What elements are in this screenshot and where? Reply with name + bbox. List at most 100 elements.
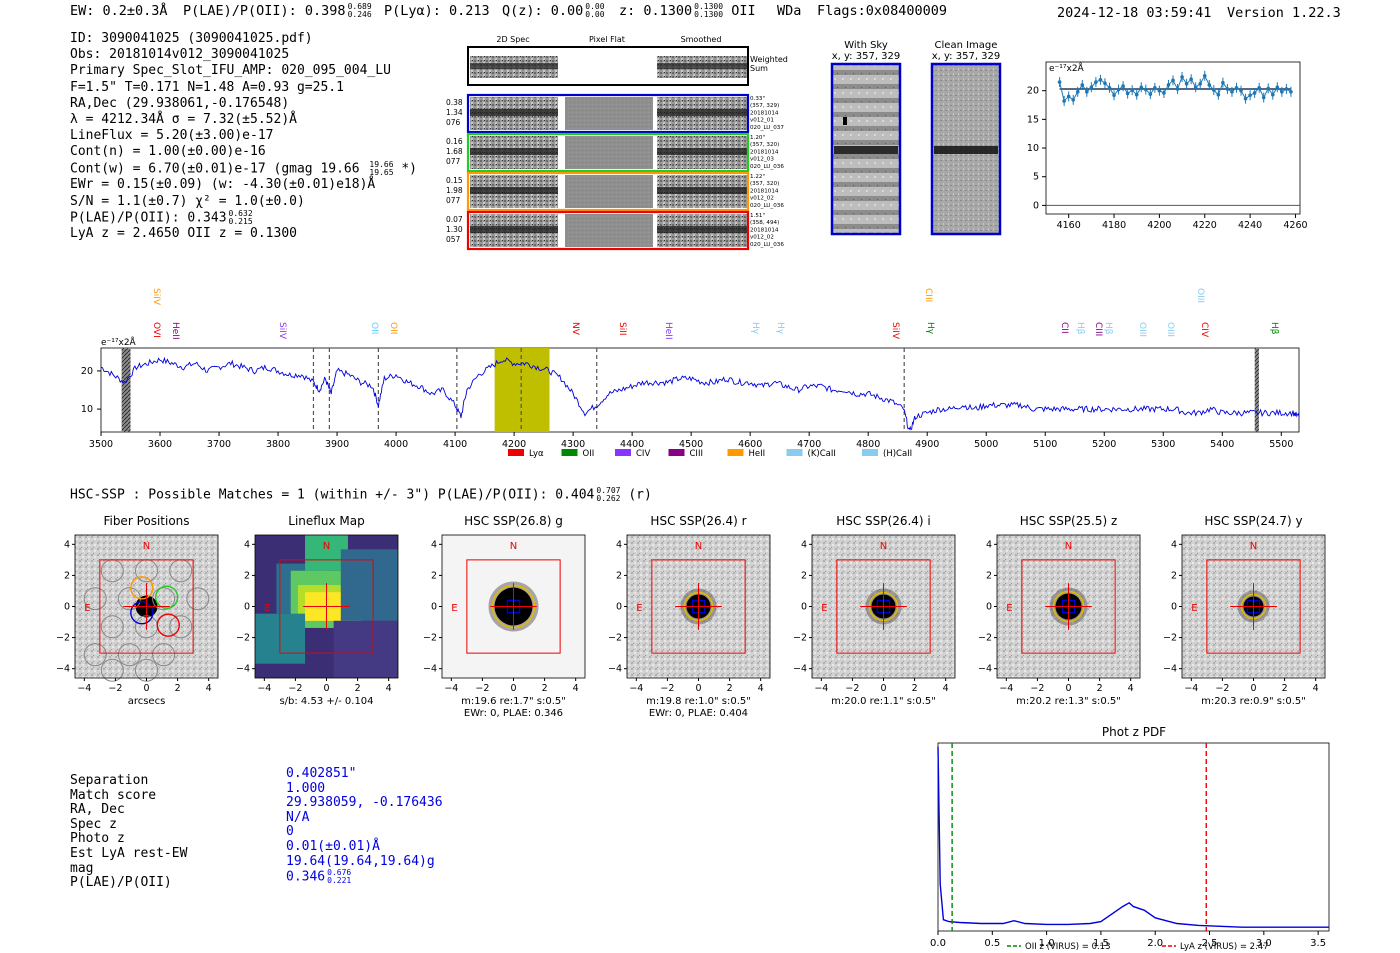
east-label: E (264, 603, 270, 614)
match-label-separation: Separation (70, 773, 149, 788)
north-label: N (880, 541, 887, 552)
hsc-ytick-label: 4 (986, 539, 992, 550)
hsc-ytick-label: −4 (793, 664, 807, 675)
hsc-xtick-label: 0 (323, 683, 329, 694)
cont-n: Cont(n) = 1.00(±0.00)e-16 (70, 144, 266, 160)
hsc-caption-1: m:19.6 re:1.7" s:0.5" (461, 696, 566, 707)
line-flux: LineFlux = 5.20(±3.00)e-17 (70, 128, 274, 144)
version: Version 1.22.3 (1227, 5, 1341, 21)
east-label: E (636, 603, 642, 614)
fiber-circle (100, 615, 124, 639)
spectrum-xtick-label: 5000 (974, 439, 998, 450)
hsc-panel: HSC SSP(24.7) y N E −4 −4 −2 −2 0 0 2 2 4 4 m:20.3 re… (1163, 514, 1326, 707)
hsc-xtick-label: 2 (1097, 683, 1103, 694)
hsc-panel: Lineflux Map N E −4 −4 −2 −2 0 0 2 2 4 4 s/b: 4.53 +/… (236, 514, 399, 707)
hsc-ytick-label: −2 (608, 633, 622, 644)
cutout-pixelflat (565, 136, 653, 169)
spectrum-line-label: SiII (617, 322, 627, 336)
hsc-ytick-label: 4 (431, 539, 437, 550)
hsc-ytick-label: 2 (616, 570, 622, 581)
hsc-xtick-label: −2 (1215, 683, 1229, 694)
cutout-right-label: (358, 494) (750, 220, 779, 226)
hsc-panel: Fiber Positions N E −4 −4 −2 −2 0 0 2 2 4 4 arcsecs (56, 514, 219, 707)
spectrum-xtick-label: 5500 (1269, 439, 1293, 450)
match-label-mag: mag (70, 860, 94, 876)
hsc-ytick-label: 4 (64, 539, 70, 550)
north-label: N (695, 541, 702, 552)
match-value-plae-text: 0.346 (286, 869, 326, 885)
cutout-right-label: v012_01 (750, 118, 774, 124)
legend-label: CIII (690, 449, 703, 459)
hsc-ytick-label: −4 (236, 664, 250, 675)
hsc-xtick-label: 2 (727, 683, 733, 694)
hsc-ytick-label: 0 (64, 602, 70, 613)
cutout-trace (470, 187, 558, 194)
photz-xtick-label: 3.0 (1256, 938, 1272, 949)
cutout-right-label: v012_03 (750, 157, 774, 163)
spectrum-xtick-label: 3800 (266, 439, 290, 450)
legend-swatch (668, 449, 685, 456)
photz-xtick-label: 0.5 (984, 938, 1000, 949)
match-label-plae: P(LAE)/P(OII) (70, 875, 172, 891)
fiber-circle (83, 587, 107, 611)
cutout-right-label: 20181014 (750, 149, 779, 155)
hsc-xtick-label: 0 (880, 683, 886, 694)
cutout-left-label: 0.15 (446, 176, 463, 185)
lambda-sigma: λ = 4212.34Å σ = 7.32(±5.52)Å (70, 112, 297, 128)
qz-lo: 0.00 (585, 10, 605, 19)
east-label: E (821, 603, 827, 614)
spectrum-xtick-label: 3900 (325, 439, 349, 450)
spectrum-xtick-label: 3700 (207, 439, 231, 450)
hsc-panel-title: HSC SSP(26.4) i (836, 514, 931, 528)
observation-id: Obs: 20181014v012_3090041025 (70, 47, 290, 63)
ew-value: EW: 0.2±0.3Å (70, 3, 168, 19)
hsc-title-text: HSC-SSP : Possible Matches = 1 (within +… (70, 487, 595, 503)
hsc-panel: HSC SSP(26.4) r N E −4 −4 −2 −2 0 0 2 2 4 4 m:19.8 re… (608, 514, 771, 719)
hsc-caption-2: EWr: 0, PLAE: 0.346 (464, 708, 563, 719)
cutout-right-label: 1.51" (750, 213, 765, 219)
spectrum-xtick-label: 3500 (89, 439, 113, 450)
hsc-caption-2: EWr: 0, PLAE: 0.404 (649, 708, 748, 719)
hsc-xtick-label: −2 (475, 683, 489, 694)
cutout-right-label: (357, 329) (750, 103, 779, 109)
fiber-circle (152, 587, 176, 611)
spectrum-xtick-label: 5300 (1151, 439, 1175, 450)
hsc-xtick-label: 4 (758, 683, 764, 694)
match-values: 0.402851" 1.000 29.938059, -0.176436 N/A… (286, 766, 443, 885)
hsc-xtick-label: −4 (257, 683, 271, 694)
cutout-header-2dspec: 2D Spec (496, 35, 529, 44)
cutout-trace (470, 226, 558, 233)
fiber-circle-orange (130, 576, 154, 600)
hsc-xtick-label: 4 (1128, 683, 1134, 694)
hsc-ytick-label: 0 (1171, 602, 1177, 613)
spectrum-line-labels: SiIV OVI HeII SiIV OII OII NV SiII HeII Hγ Hγ SiIV C… (151, 288, 1279, 340)
ra-dec: RA,Dec (29.938061,-0.176548) (70, 95, 290, 111)
plae-info: P(LAE)/P(OII): 0.343 0.632 0.215 (70, 209, 417, 227)
match-value-specz: N/A (286, 809, 310, 825)
hsc-plae-hi: 0.707 (596, 486, 621, 495)
hsc-xtick-label: 4 (206, 683, 212, 694)
spectrum-frame (100, 347, 1300, 433)
hsc-caption-1: arcsecs (128, 696, 166, 707)
spectrum-line-label: NV (570, 322, 580, 336)
hsc-xtick-label: 4 (573, 683, 579, 694)
spectrum-line-label: OII (369, 322, 379, 334)
plae-header: P(LAE)/P(OII): 0.398 0.689 0.246 (183, 3, 372, 20)
east-label: E (84, 603, 90, 614)
spectrum-line-label: OIII (1137, 322, 1147, 337)
hsc-xtick-label: 2 (175, 683, 181, 694)
hsc-panel-title: HSC SSP(24.7) y (1204, 514, 1302, 528)
hsc-xtick-label: 0 (695, 683, 701, 694)
spectrum-line-label: Hβ (1103, 322, 1113, 335)
photz-legend-label: OII z (VIRUS) = 0.13 (1025, 942, 1111, 952)
spectrum-line-label: CIII (1093, 322, 1103, 336)
north-label: N (1250, 541, 1257, 552)
hsc-xtick-label: 2 (355, 683, 361, 694)
legend-label: CIV (636, 449, 650, 459)
clean-image-title: Clean Image (935, 40, 998, 51)
spectrum-xtick-label: 4700 (797, 439, 821, 450)
hsc-ytick-label: −4 (1163, 664, 1177, 675)
cutout-right-label: 020_LU_036 (750, 242, 784, 248)
spectrum-line-label: OII (388, 322, 398, 334)
spectrum-xtick-label: 4500 (679, 439, 703, 450)
